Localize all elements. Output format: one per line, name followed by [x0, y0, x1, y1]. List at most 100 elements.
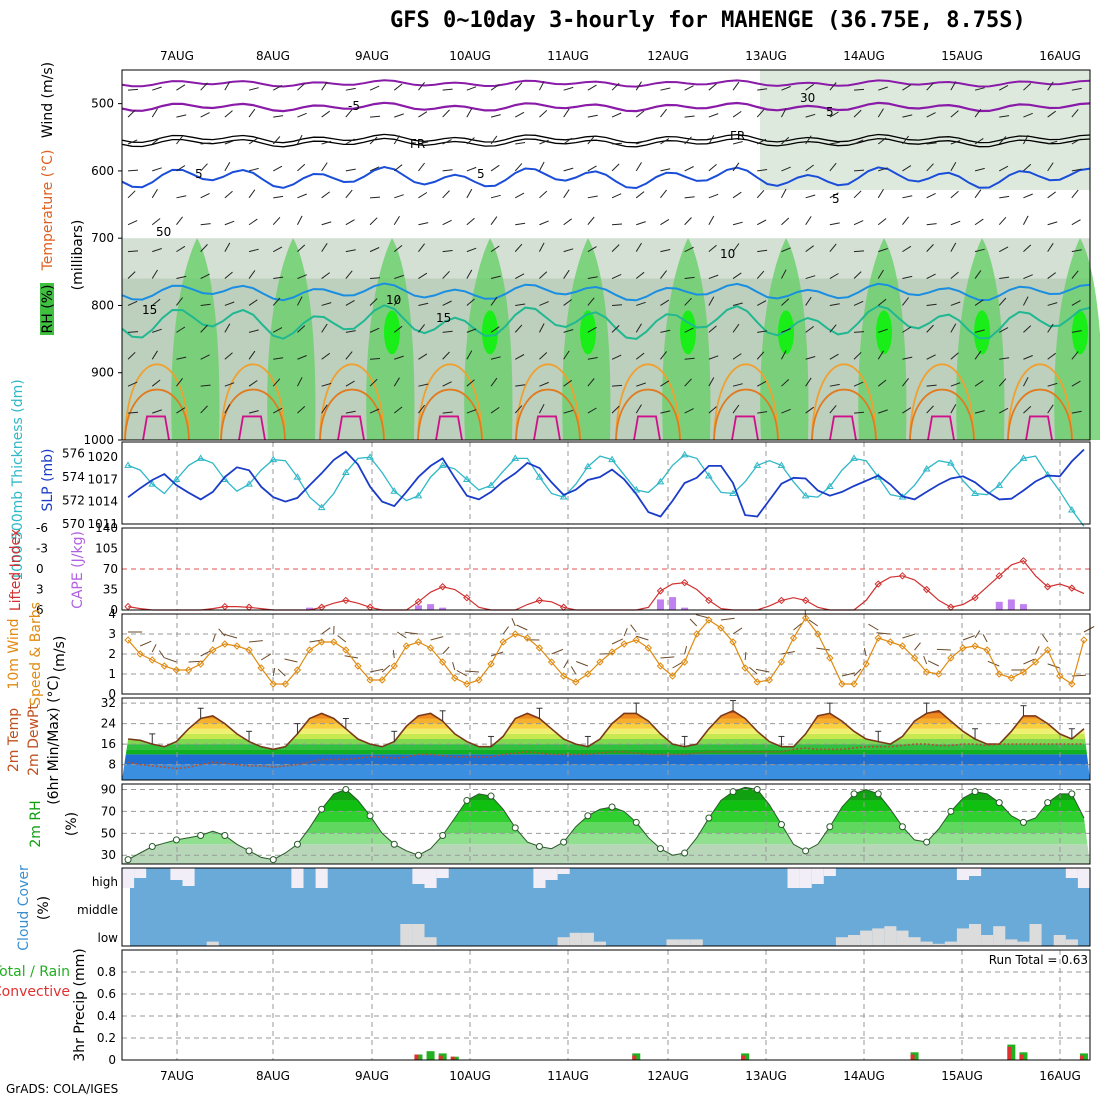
wind-barb	[974, 137, 984, 145]
rh-marker	[318, 805, 326, 813]
cloud-low-bar	[569, 932, 582, 946]
wind-barb	[998, 216, 1007, 226]
wind-barb	[515, 354, 525, 360]
wind-barb	[999, 357, 1010, 360]
wind-barb	[950, 323, 957, 333]
lifted-index-marker	[801, 596, 810, 605]
wind-barb	[999, 195, 1010, 199]
wind-barb	[152, 86, 162, 91]
wind-barb	[490, 377, 498, 387]
wind-barb	[277, 668, 286, 677]
wind-barb	[418, 243, 425, 252]
wind10m-label: Speed & Barbs	[28, 602, 44, 706]
wind-barb	[757, 300, 767, 306]
wind-barb	[926, 354, 936, 360]
thickness-marker	[438, 461, 447, 468]
thickness-marker	[511, 454, 520, 461]
axis-tick-label: 70	[101, 804, 116, 818]
wind-barb	[757, 380, 767, 387]
wind-barb	[781, 651, 795, 655]
thickness-marker	[124, 461, 132, 468]
dewpoint-line	[127, 743, 1084, 770]
wind-barb	[539, 323, 545, 333]
temperature-contour-20	[1007, 363, 1073, 441]
wind-barb	[708, 274, 719, 280]
wind-speed-marker	[378, 676, 386, 684]
x-axis-label-top: 14AUG	[843, 49, 885, 63]
wind-barb	[176, 275, 187, 280]
x-axis-label-top: 12AUG	[647, 49, 689, 63]
axis-tick-label: 572	[62, 494, 85, 508]
wind-barb	[514, 243, 523, 252]
wind-speed-marker	[584, 670, 592, 678]
wind-speed-marker	[644, 644, 653, 652]
rh-legend-swatch	[40, 283, 54, 335]
wind-barb	[394, 194, 404, 199]
cloud-unit-label: (%)	[36, 896, 52, 920]
wind-speed-marker	[330, 638, 338, 646]
cape-bar	[1019, 604, 1027, 610]
temp-band	[122, 733, 1090, 739]
temperature-contour-20	[319, 363, 385, 441]
wind-barb	[139, 640, 152, 647]
rh-bands	[122, 787, 1090, 864]
wind-barb	[1047, 323, 1054, 333]
wind-barb	[128, 88, 139, 91]
wind-barb	[570, 666, 577, 675]
wind-barb	[337, 635, 347, 643]
wind-barb	[511, 618, 516, 627]
wind-barb	[805, 377, 812, 387]
lifted-index-marker	[438, 583, 447, 591]
temperature-contour-30	[337, 415, 365, 441]
wind-barb	[708, 377, 715, 387]
wind-barb	[868, 623, 879, 631]
wind-barb	[539, 139, 549, 145]
wind-barb	[1047, 302, 1058, 306]
rh-marker	[342, 785, 350, 793]
wind-barb	[950, 242, 957, 252]
cloud-label: Cloud Cover	[16, 865, 32, 951]
wind-barb	[781, 85, 791, 91]
wind-barb	[515, 384, 526, 387]
wind-barb	[152, 409, 162, 414]
wind-barb	[297, 134, 303, 145]
temp2m-panel: 8 16 24 32	[101, 696, 1090, 780]
wind-speed-marker	[426, 644, 435, 652]
wind-barb	[684, 115, 695, 118]
wind-barb	[1023, 274, 1033, 280]
axis-tick-label: 2	[108, 647, 116, 661]
lifted-index-marker	[1068, 584, 1076, 592]
wind-barb	[853, 109, 862, 118]
wind-barb	[200, 650, 212, 657]
wind-barb	[200, 163, 208, 172]
wind-barb	[248, 167, 259, 172]
wind-barb	[321, 302, 332, 306]
cloud-high-bar	[1065, 868, 1078, 878]
wind-barb	[466, 137, 475, 145]
wind-barb	[1047, 243, 1054, 252]
wind-barb	[708, 325, 717, 333]
wind-speed-marker	[874, 634, 882, 642]
wind-barb	[297, 406, 306, 414]
wind-barb	[841, 672, 855, 677]
thickness-marker	[1067, 505, 1076, 513]
temperature-contour-25	[319, 388, 385, 441]
rh-marker	[656, 845, 664, 853]
run-total-label: Run Total = 0.63	[989, 953, 1088, 967]
rh-marker	[898, 823, 906, 831]
wind-barb	[393, 135, 400, 145]
upper-rh-label: RH (%)	[40, 285, 56, 334]
wind-barb	[490, 326, 500, 333]
wind-speed-marker	[947, 654, 955, 662]
cloud-high-bar	[424, 868, 437, 888]
wind-speed-marker	[390, 662, 398, 670]
wind-barb	[974, 248, 985, 253]
rh-marker	[511, 824, 519, 832]
wind-barb	[660, 189, 667, 199]
wind-barb	[816, 647, 830, 651]
wind-barb	[926, 223, 937, 226]
wind-barb	[684, 327, 694, 333]
wind-barb	[442, 381, 452, 387]
wind-barb	[732, 243, 740, 252]
